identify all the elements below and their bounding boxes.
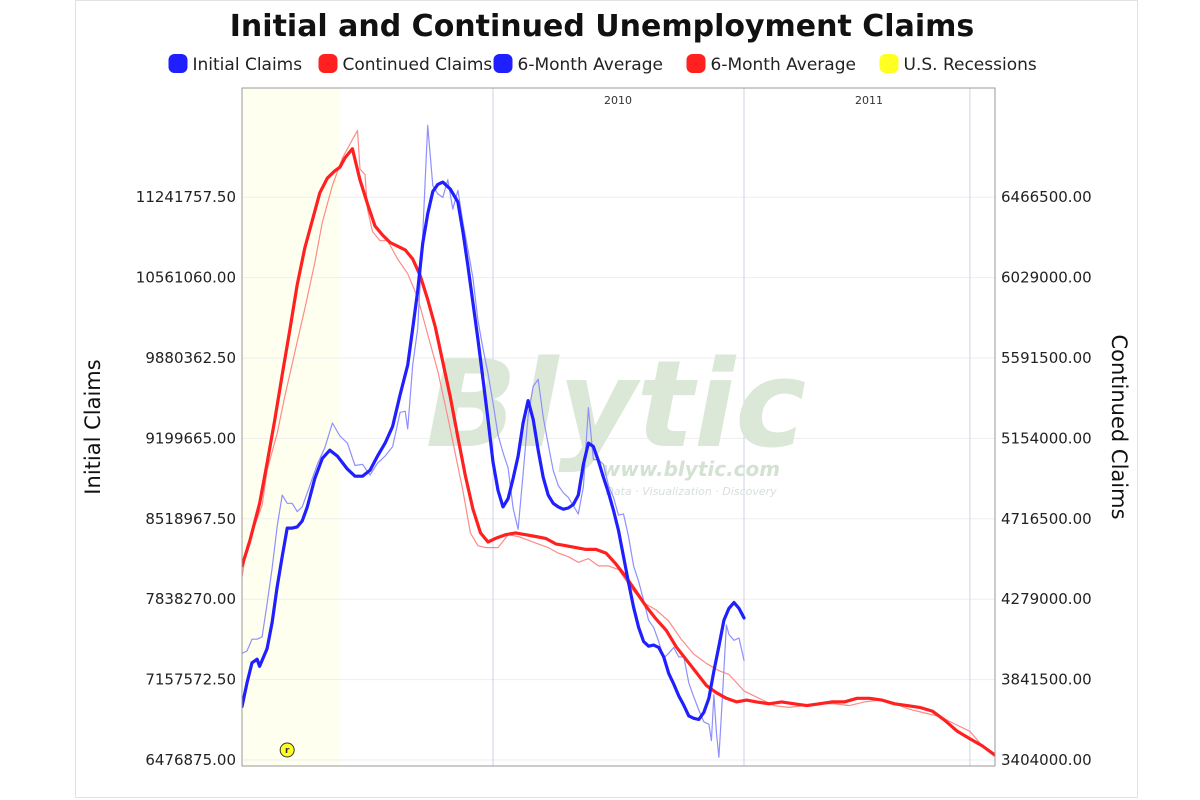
legend-item[interactable]: U.S. Recessions xyxy=(879,54,1037,75)
left-tick-label: 7157572.50 xyxy=(145,671,236,689)
right-tick-label: 5154000.00 xyxy=(1001,429,1092,447)
series-layer xyxy=(242,124,995,758)
left-tick-label: 6476875.00 xyxy=(145,751,236,769)
recession-marker-circle[interactable] xyxy=(279,742,295,758)
recession-band xyxy=(242,88,340,766)
legend-item[interactable]: 6-Month Average xyxy=(493,54,663,75)
legend-item[interactable]: Initial Claims xyxy=(168,54,303,75)
right-tick-label: 6029000.00 xyxy=(1001,269,1092,287)
recession-marker-label: r xyxy=(285,746,290,756)
legend-label: 6-Month Average xyxy=(518,55,663,75)
gridlines xyxy=(242,88,995,766)
left-tick-label: 10561060.00 xyxy=(136,269,236,287)
year-labels: 2010 2011 xyxy=(604,94,883,107)
left-axis: 6476875.00 7157572.50 7838270.00 8518967.50… xyxy=(136,188,236,769)
legend-label: Continued Claims xyxy=(343,55,493,75)
right-axis-title: Continued Claims xyxy=(1107,334,1131,519)
right-tick-label: 3404000.00 xyxy=(1001,751,1092,769)
legend: Initial Claims Continued Claims 6-Month Av… xyxy=(168,54,1037,75)
right-axis: 3404000.00 3841500.00 4279000.00 4716500.00… xyxy=(1001,188,1092,769)
legend-swatch xyxy=(318,54,338,73)
legend-label: 6-Month Average xyxy=(711,55,856,75)
legend-label: U.S. Recessions xyxy=(904,55,1037,75)
right-tick-label: 6466500.00 xyxy=(1001,188,1092,206)
plot-border xyxy=(241,87,996,767)
right-tick-label: 4279000.00 xyxy=(1001,590,1092,608)
left-tick-label: 9880362.50 xyxy=(145,349,236,367)
right-tick-label: 4716500.00 xyxy=(1001,510,1092,528)
legend-swatch xyxy=(879,54,899,73)
left-tick-label: 8518967.50 xyxy=(145,510,236,528)
left-tick-label: 9199665.00 xyxy=(145,429,236,447)
chart-svg: Initial and Continued Unemployment Claim… xyxy=(81,9,1131,769)
series-6-month-average-continued-claims xyxy=(242,147,995,757)
left-tick-label: 11241757.50 xyxy=(136,188,236,206)
left-tick-label: 7838270.00 xyxy=(145,590,236,608)
watermark: Blytic www.blytic.com Data · Visualizati… xyxy=(426,336,806,498)
watermark-brand: Blytic xyxy=(426,336,806,475)
recession-marker[interactable]: r xyxy=(279,742,295,758)
legend-swatch xyxy=(686,54,706,73)
legend-item[interactable]: 6-Month Average xyxy=(686,54,856,75)
right-tick-label: 5591500.00 xyxy=(1001,349,1092,367)
legend-swatch xyxy=(493,54,513,73)
right-tick-label: 3841500.00 xyxy=(1001,671,1092,689)
legend-label: Initial Claims xyxy=(193,55,303,75)
year-label: 2010 xyxy=(604,94,632,107)
legend-item[interactable]: Continued Claims xyxy=(318,54,493,75)
left-axis-title: Initial Claims xyxy=(81,359,105,494)
watermark-url: www.blytic.com xyxy=(602,457,780,481)
year-label: 2011 xyxy=(855,94,883,107)
plot-area: Blytic www.blytic.com Data · Visualizati… xyxy=(241,87,996,767)
chart-title: Initial and Continued Unemployment Claim… xyxy=(230,9,974,44)
watermark-tagline: Data · Visualization · Discovery xyxy=(605,485,777,498)
legend-swatch xyxy=(168,54,188,73)
chart-frame: Initial and Continued Unemployment Claim… xyxy=(75,0,1138,798)
series-6-month-average-initial-claims xyxy=(242,180,746,722)
